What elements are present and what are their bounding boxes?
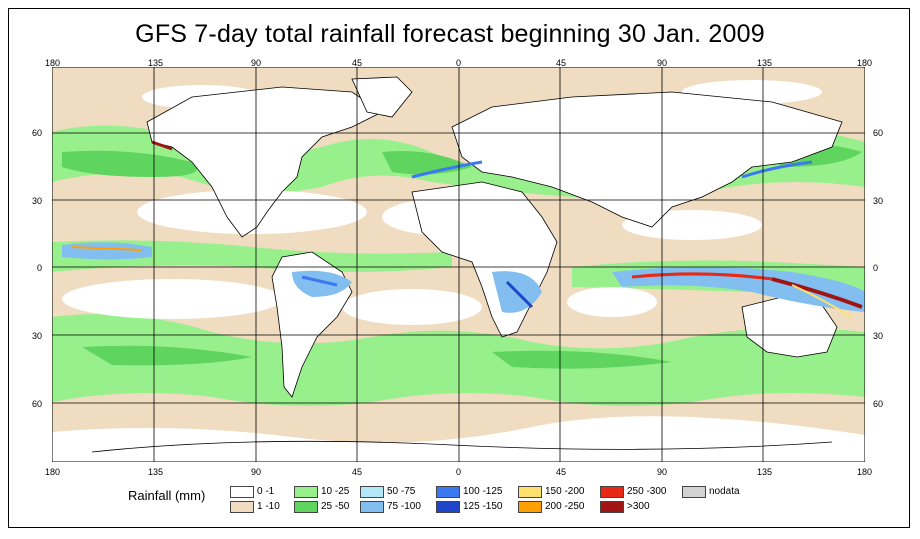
legend-label: 10 -25 bbox=[321, 486, 350, 497]
greenland bbox=[351, 76, 413, 118]
legend-label: 1 -10 bbox=[257, 501, 280, 512]
legend-swatch bbox=[360, 501, 384, 513]
legend-label: 0 -1 bbox=[257, 486, 275, 497]
legend-label: 200 -250 bbox=[545, 501, 585, 512]
lat-tick-right: 60 bbox=[873, 399, 884, 409]
legend-label: 150 -200 bbox=[545, 486, 585, 497]
lon-tick-bottom: 135 bbox=[148, 467, 164, 477]
lon-tick-top: 180 bbox=[45, 58, 61, 68]
legend-swatch bbox=[230, 486, 254, 498]
graticule bbox=[52, 67, 865, 462]
legend-label: >300 bbox=[627, 501, 650, 512]
lon-tick-bottom: 135 bbox=[757, 467, 773, 477]
lat-tick-left: 60 bbox=[32, 399, 43, 409]
legend-swatch bbox=[436, 501, 460, 513]
lon-tick-top: 180 bbox=[857, 58, 873, 68]
legend-swatch bbox=[682, 486, 706, 498]
north-america bbox=[146, 86, 383, 238]
lon-tick-bottom: 45 bbox=[352, 467, 363, 477]
legend-label: 50 -75 bbox=[387, 486, 416, 497]
lat-tick-right: 30 bbox=[873, 331, 884, 341]
legend-swatch bbox=[600, 501, 624, 513]
lat-tick-left: 0 bbox=[37, 263, 43, 273]
legend-swatch bbox=[230, 501, 254, 513]
lat-tick-left: 30 bbox=[32, 331, 43, 341]
legend-swatch bbox=[518, 486, 542, 498]
legend-label: 25 -50 bbox=[321, 501, 350, 512]
legend-swatch bbox=[436, 486, 460, 498]
legend-swatch bbox=[518, 501, 542, 513]
lon-tick-top: 135 bbox=[757, 58, 773, 68]
legend-label: nodata bbox=[709, 486, 740, 497]
legend-swatch bbox=[600, 486, 624, 498]
lon-tick-top: 90 bbox=[657, 58, 668, 68]
legend-label: 125 -150 bbox=[463, 501, 503, 512]
lat-tick-right: 0 bbox=[873, 263, 879, 273]
lon-tick-top: 45 bbox=[556, 58, 567, 68]
legend-title: Rainfall (mm) bbox=[128, 488, 206, 503]
europe-asia bbox=[451, 91, 843, 228]
legend-swatch bbox=[294, 501, 318, 513]
legend-swatch bbox=[294, 486, 318, 498]
figure-frame bbox=[8, 8, 910, 528]
legend-label: 75 -100 bbox=[387, 501, 421, 512]
lat-tick-left: 30 bbox=[32, 196, 43, 206]
legend-swatch bbox=[360, 486, 384, 498]
lon-tick-top: 0 bbox=[456, 58, 462, 68]
itcz-rain bbox=[62, 140, 865, 318]
lon-tick-bottom: 90 bbox=[657, 467, 668, 477]
lon-tick-top: 45 bbox=[352, 58, 363, 68]
lon-tick-top: 135 bbox=[148, 58, 164, 68]
legend-label: 250 -300 bbox=[627, 486, 667, 497]
lat-tick-right: 30 bbox=[873, 196, 884, 206]
antarctica-coast bbox=[91, 440, 833, 453]
lat-tick-left: 60 bbox=[32, 128, 43, 138]
legend-label: 100 -125 bbox=[463, 486, 503, 497]
rainfall-map bbox=[52, 67, 865, 462]
lon-tick-bottom: 0 bbox=[456, 467, 462, 477]
lon-tick-bottom: 180 bbox=[857, 467, 873, 477]
lon-tick-top: 90 bbox=[251, 58, 262, 68]
lon-tick-bottom: 45 bbox=[556, 467, 567, 477]
lat-tick-right: 60 bbox=[873, 128, 884, 138]
lon-tick-bottom: 180 bbox=[45, 467, 61, 477]
continents bbox=[91, 76, 843, 453]
lon-tick-bottom: 90 bbox=[251, 467, 262, 477]
map-title: GFS 7-day total rainfall forecast beginn… bbox=[135, 20, 765, 48]
